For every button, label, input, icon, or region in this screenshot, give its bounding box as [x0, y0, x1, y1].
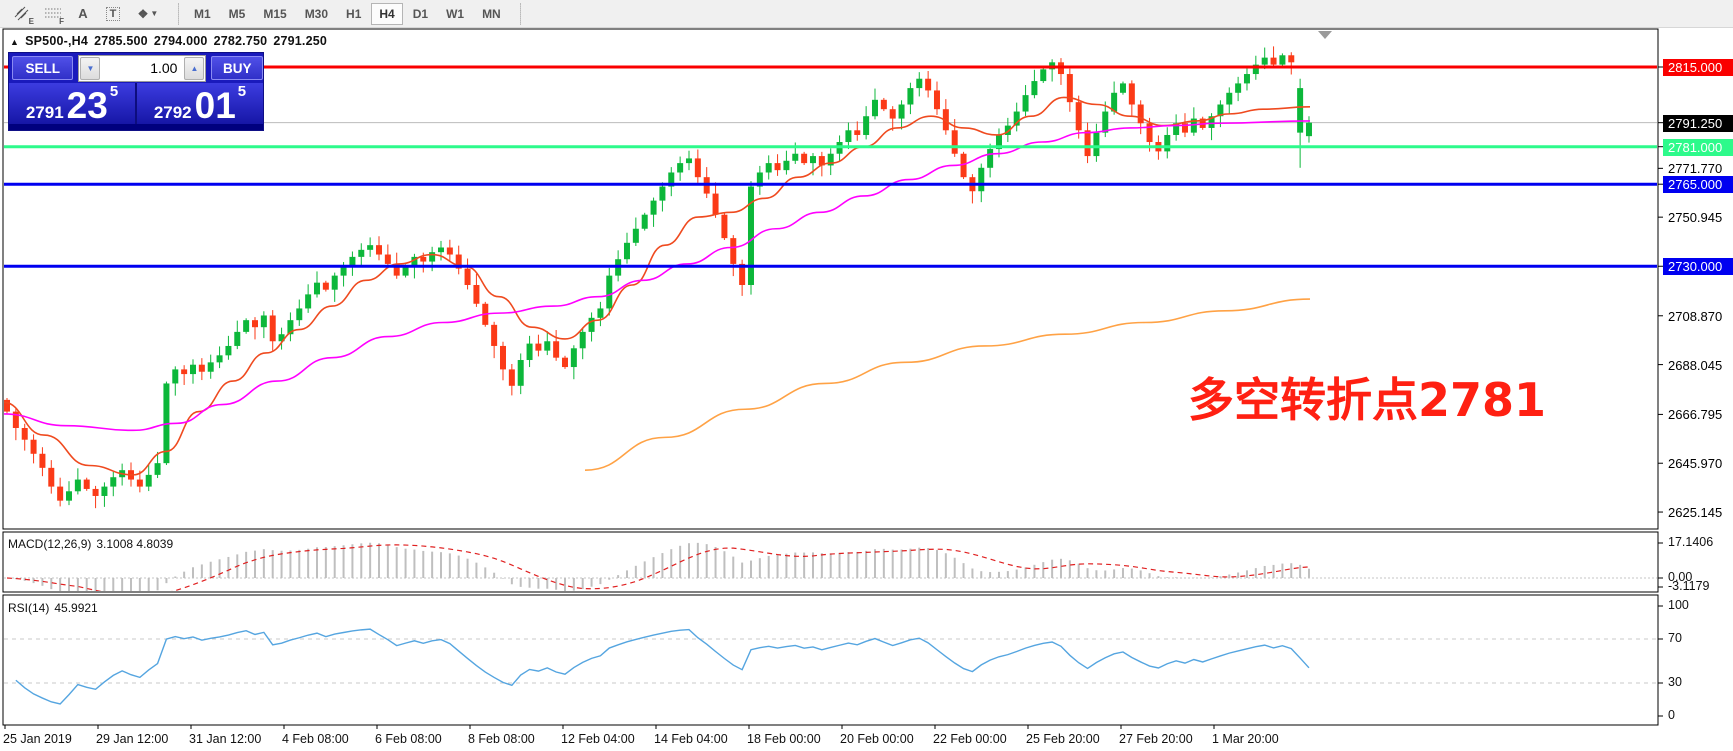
chart-shift-marker-icon	[1318, 31, 1332, 39]
time-axis-label: 31 Jan 12:00	[189, 732, 262, 746]
macd-scale-label: 0.00	[1668, 570, 1693, 584]
price-divider	[135, 83, 137, 124]
timeframe-d1[interactable]: D1	[412, 6, 429, 21]
price-level-badge: 2815.000	[1663, 59, 1733, 76]
toolbar-separator-2	[519, 2, 521, 25]
ma-slow	[584, 298, 1311, 471]
timeframe-mn[interactable]: MN	[482, 6, 501, 21]
macd-signal-line	[6, 544, 1310, 591]
price-scale-label: 2708.870	[1668, 308, 1723, 324]
ohlc-high: 2794.000	[153, 34, 208, 48]
ohlc-open: 2785.500	[94, 34, 148, 48]
rsi-scale-label: 70	[1668, 631, 1682, 645]
rsi-scale-label: 0	[1668, 708, 1675, 722]
time-axis-label: 8 Feb 08:00	[468, 732, 535, 746]
equidistant-channel-tool-icon[interactable]: E	[10, 2, 36, 26]
buy-price-display[interactable]: 2792 01 5	[153, 83, 247, 126]
ohlc-low: 2782.750	[213, 34, 268, 48]
macd-scale-label: 17.1406	[1668, 535, 1714, 549]
price-level-badge: 2765.000	[1663, 176, 1733, 194]
rsi-line	[15, 628, 1310, 705]
timeframe-m30[interactable]: M30	[304, 6, 329, 21]
time-axis-label: 25 Jan 2019	[3, 732, 72, 746]
volume-spinner: ▼ ▲	[78, 54, 207, 82]
buy-button[interactable]: BUY	[211, 56, 263, 80]
sell-button[interactable]: SELL	[12, 56, 74, 80]
timeframe-m5[interactable]: M5	[228, 6, 246, 21]
toolbar-separator	[178, 2, 179, 25]
price-scale-label: 2645.970	[1668, 456, 1723, 472]
rsi-scale-label: 30	[1668, 675, 1682, 689]
time-axis-label: 22 Feb 00:00	[933, 732, 1007, 746]
ohlc-close: 2791.250	[273, 34, 328, 48]
timeframe-m1[interactable]: M1	[194, 6, 211, 21]
time-axis-label: 27 Feb 20:00	[1119, 732, 1193, 746]
volume-increase-button[interactable]: ▲	[184, 56, 205, 80]
price-scale-label: 2750.945	[1668, 210, 1723, 226]
time-axis-label: 18 Feb 00:00	[747, 732, 821, 746]
volume-decrease-button[interactable]: ▼	[80, 56, 101, 80]
text-label-tool-icon[interactable]: T	[100, 2, 126, 26]
price-scale-label: 2666.795	[1668, 407, 1723, 423]
time-axis-label: 14 Feb 04:00	[654, 732, 728, 746]
macd-scale-label: -3.1179	[1668, 579, 1710, 593]
ma-mid	[4, 120, 1311, 432]
timeframe-h4[interactable]: H4	[371, 2, 403, 25]
volume-input[interactable]	[101, 56, 184, 80]
chart-window: ▲ SP500-,H4 2785.500 2794.000 2782.750 2791.2…	[0, 28, 1733, 751]
time-axis-label: 29 Jan 12:00	[96, 732, 169, 746]
rsi-label: RSI(14) 45.9921	[8, 601, 98, 615]
chart-ohlc-header: ▲ SP500-,H4 2785.500 2794.000 2782.750 2791.2…	[10, 34, 333, 48]
chart-annotation-text: 多空转折点2781	[1188, 373, 1547, 427]
time-axis-label: 4 Feb 08:00	[282, 732, 349, 746]
timeframe-buttons: M1 M5 M15 M30 H1 H4 D1 W1 MN	[185, 2, 510, 25]
timeframe-h1[interactable]: H1	[346, 6, 362, 21]
timeframe-m15[interactable]: M15	[263, 6, 287, 21]
time-axis-label: 25 Feb 20:00	[1026, 732, 1100, 746]
toolbar: E F A T ❖ ▼ M1 M5 M15 M30 H1 H4 D1 W1 MN	[0, 0, 1733, 28]
trade-panel-footer	[9, 124, 263, 130]
ma-fast	[4, 96, 1311, 476]
macd-label: MACD(12,26,9) 3.1008 4.8039	[8, 537, 174, 551]
time-axis-label: 6 Feb 08:00	[375, 732, 442, 746]
chart-area[interactable]	[0, 28, 1733, 751]
time-axis-label: 1 Mar 20:00	[1212, 732, 1279, 746]
panel-collapse-icon[interactable]: ▲	[10, 37, 20, 47]
down-arrow-icon: ▼	[86, 63, 95, 73]
price-level-badge: 2791.250	[1663, 114, 1733, 132]
price-level-badge: 2781.000	[1663, 138, 1733, 156]
shapes-tool-icon[interactable]: ❖ ▼	[137, 6, 159, 21]
price-scale-label: 2771.770	[1668, 161, 1723, 177]
text-tool-icon[interactable]: A	[78, 6, 88, 21]
price-scale-label: 2625.145	[1668, 505, 1723, 521]
up-arrow-icon: ▲	[190, 63, 199, 73]
price-level-badge: 2730.000	[1663, 258, 1733, 276]
price-scale-label: 2688.045	[1668, 357, 1723, 373]
time-axis-label: 12 Feb 04:00	[561, 732, 635, 746]
rsi-scale-label: 100	[1668, 598, 1689, 612]
timeframe-w1[interactable]: W1	[446, 6, 465, 21]
fibonacci-tool-icon[interactable]: F	[40, 2, 66, 26]
time-axis-label: 20 Feb 00:00	[840, 732, 914, 746]
symbol-period: SP500-,H4	[25, 34, 89, 48]
sell-price-display[interactable]: 2791 23 5	[25, 83, 119, 126]
dropdown-caret-icon: ▼	[150, 9, 159, 18]
